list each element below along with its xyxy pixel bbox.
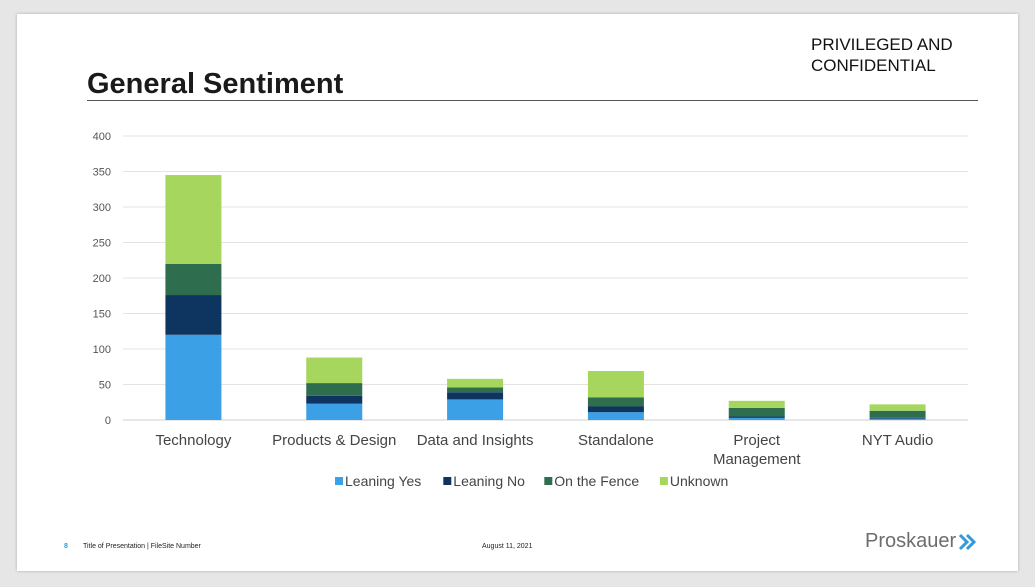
bar-segment-on-the-fence bbox=[165, 263, 222, 296]
footer-date: August 11, 2021 bbox=[482, 543, 533, 550]
slide-title: General Sentiment bbox=[87, 68, 344, 100]
title-divider bbox=[87, 100, 978, 101]
confidentiality-notice: PRIVILEGED AND CONFIDENTIAL bbox=[811, 34, 953, 76]
footer-presentation-title: Title of Presentation | FileSite Number bbox=[83, 543, 201, 550]
bar-segment-unknown bbox=[869, 404, 926, 411]
bar-segment-unknown bbox=[728, 400, 785, 408]
bar-segment-leaning-yes bbox=[869, 418, 926, 420]
x-tick-label: Data and Insights bbox=[417, 432, 534, 449]
bar-segment-leaning-yes bbox=[447, 399, 504, 420]
logo-text: Proskauer bbox=[865, 530, 957, 552]
bar-segment-leaning-no bbox=[306, 395, 363, 404]
double-chevron-icon bbox=[959, 533, 977, 550]
bar-segment-unknown bbox=[447, 378, 504, 388]
x-tick-label: Technology bbox=[155, 432, 231, 449]
legend-label: Leaning Yes bbox=[345, 473, 421, 489]
bar-segment-leaning-no bbox=[728, 416, 785, 418]
bar-segment-leaning-yes bbox=[587, 412, 644, 420]
bar-segment-unknown bbox=[306, 357, 363, 384]
confidentiality-line-2: CONFIDENTIAL bbox=[811, 56, 936, 75]
legend-swatch bbox=[443, 477, 452, 485]
y-tick-label: 150 bbox=[93, 309, 111, 321]
y-tick-label: 0 bbox=[105, 415, 111, 427]
bar-segment-on-the-fence bbox=[587, 397, 644, 407]
bar-segment-unknown bbox=[165, 175, 222, 264]
bar-segment-on-the-fence bbox=[306, 383, 363, 396]
legend-swatch bbox=[659, 477, 668, 485]
x-tick-label: Project bbox=[733, 432, 781, 449]
y-tick-label: 300 bbox=[93, 202, 111, 214]
bar-segment-leaning-yes bbox=[728, 417, 785, 420]
y-tick-label: 100 bbox=[93, 344, 111, 356]
y-tick-label: 400 bbox=[93, 131, 111, 143]
bar-segment-leaning-yes bbox=[165, 334, 222, 420]
y-tick-label: 350 bbox=[93, 167, 111, 179]
legend-swatch bbox=[544, 477, 553, 485]
slide: PRIVILEGED AND CONFIDENTIAL General Sent… bbox=[17, 14, 1018, 571]
x-tick-label: NYT Audio bbox=[862, 432, 933, 449]
legend-label: Leaning No bbox=[453, 473, 525, 489]
bar-segment-leaning-no bbox=[869, 417, 926, 419]
y-tick-label: 250 bbox=[93, 238, 111, 250]
confidentiality-line-1: PRIVILEGED AND bbox=[811, 35, 953, 54]
legend-swatch bbox=[335, 477, 343, 485]
y-tick-label: 200 bbox=[93, 273, 111, 285]
legend-label: On the Fence bbox=[554, 473, 639, 489]
stacked-bar-chart: 0 50 100 150 200 250 300 350 400 Technology Produc… bbox=[93, 131, 968, 489]
bar-segment-leaning-no bbox=[447, 392, 504, 400]
x-tick-label: Products & Design bbox=[272, 432, 396, 449]
legend-label: Unknown bbox=[670, 473, 728, 489]
bar-segment-leaning-no bbox=[587, 406, 644, 413]
footer-page-number: 8 bbox=[64, 543, 68, 550]
bar-segment-on-the-fence bbox=[447, 387, 504, 393]
y-tick-label: 50 bbox=[99, 380, 111, 392]
proskauer-logo: Proskauer bbox=[865, 530, 978, 553]
x-tick-label: Standalone bbox=[578, 432, 654, 449]
x-tick-label: Management bbox=[713, 451, 801, 468]
bar-segment-leaning-yes bbox=[306, 403, 363, 420]
bar-segment-on-the-fence bbox=[869, 410, 926, 418]
bar-segment-leaning-no bbox=[165, 295, 222, 335]
bar-segment-unknown bbox=[587, 371, 644, 398]
bar-segment-on-the-fence bbox=[728, 407, 785, 417]
